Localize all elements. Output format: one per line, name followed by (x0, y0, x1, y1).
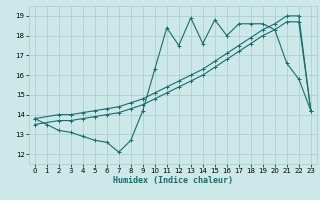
X-axis label: Humidex (Indice chaleur): Humidex (Indice chaleur) (113, 176, 233, 185)
